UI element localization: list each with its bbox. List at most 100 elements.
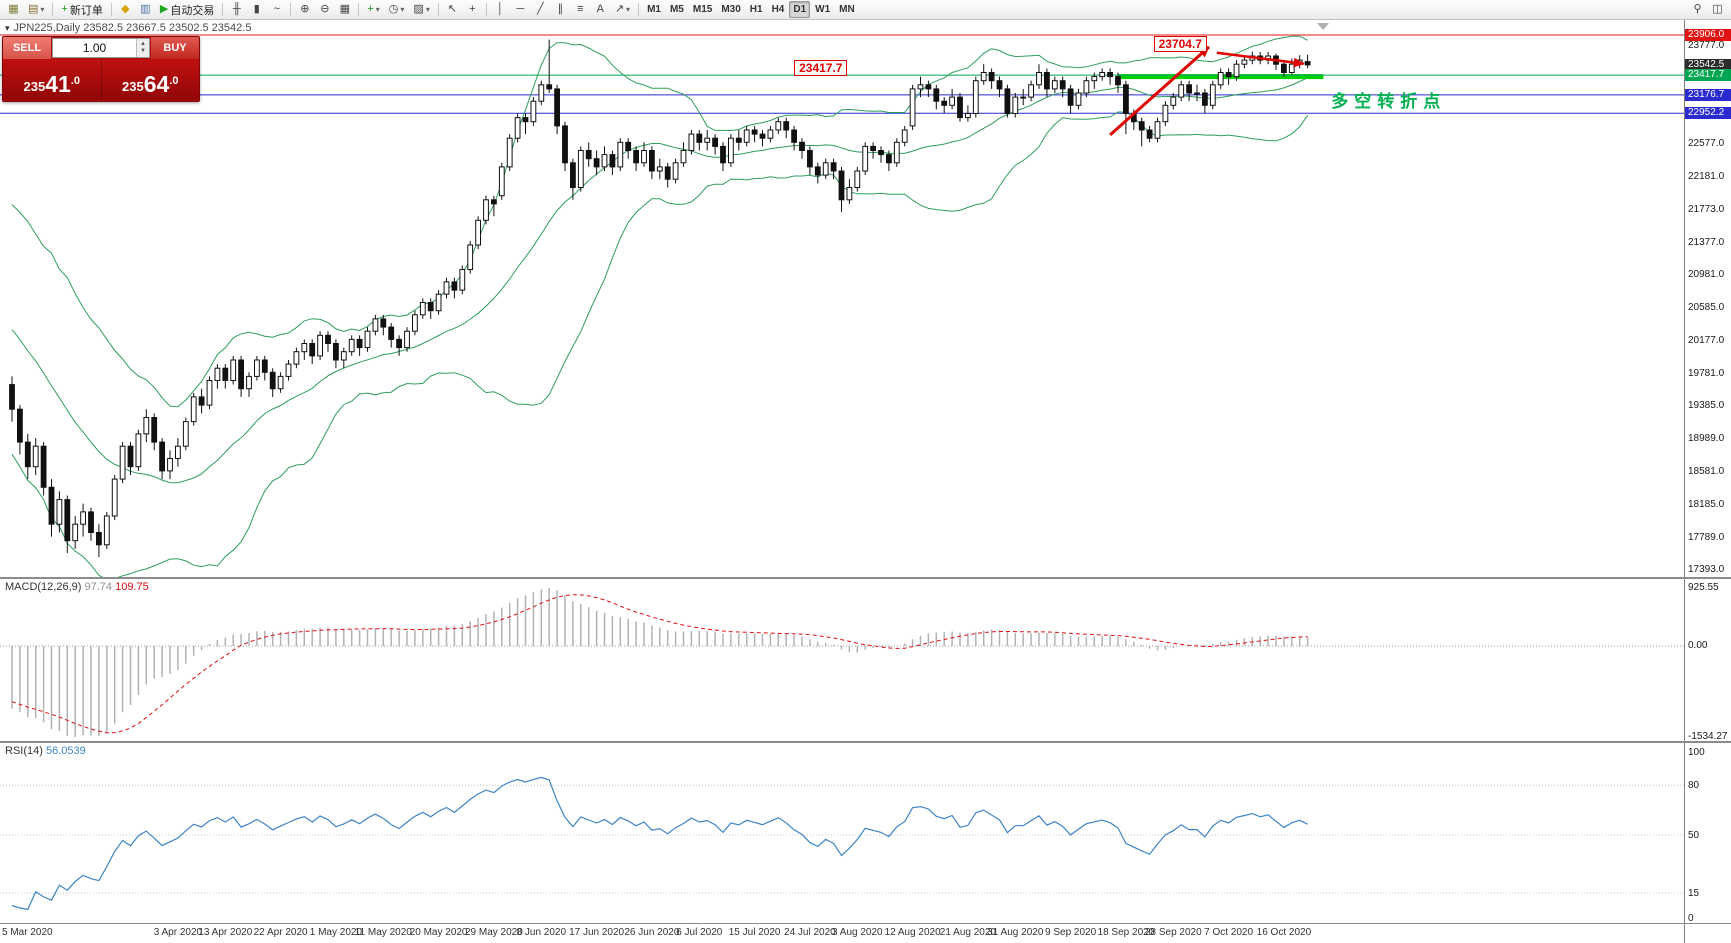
templates-button[interactable]: ▨ ▾ xyxy=(409,1,433,18)
trendline-icon: ╱ xyxy=(537,3,544,15)
price-label-23704[interactable]: 23704.7 xyxy=(1153,36,1207,53)
new-order-icon: + xyxy=(61,3,68,15)
trendline-button[interactable]: ╱ xyxy=(531,1,550,18)
new-order-button[interactable]: + 新订单 xyxy=(57,1,106,18)
timeframe-m15-button[interactable]: M15 xyxy=(689,1,716,18)
timeframe-m30-button[interactable]: M30 xyxy=(717,1,744,18)
candles xyxy=(9,39,1311,558)
caret-down-icon: ▾ xyxy=(40,5,45,14)
new-chart-button[interactable]: ▦ xyxy=(4,1,23,18)
metaeditor-button[interactable]: ◆ xyxy=(116,1,135,18)
arrows-button[interactable]: ↗ ▾ xyxy=(611,1,634,18)
line-chart-button[interactable]: ~ xyxy=(267,1,286,18)
timeframe-h4-button[interactable]: H4 xyxy=(768,1,789,18)
lot-size-input[interactable] xyxy=(53,39,136,57)
periods-button[interactable]: ◷ ▾ xyxy=(385,1,409,18)
toolbar-separator xyxy=(290,3,292,16)
buy-price[interactable]: 235 64.0 xyxy=(100,59,200,100)
timeframe-m5-button[interactable]: M5 xyxy=(666,1,688,18)
macd-main-value: 97.74 xyxy=(84,581,113,593)
data-window-button[interactable]: ▥ xyxy=(136,1,155,18)
timeframe-h4-button-label: H4 xyxy=(771,4,785,15)
buy-button[interactable]: BUY xyxy=(151,37,199,59)
layout-icon: ◫ xyxy=(1712,3,1723,15)
price-label: 23176.7 xyxy=(1685,88,1731,101)
turning-point-note[interactable]: 多空转折点 xyxy=(1331,91,1447,111)
price-label: 22181.0 xyxy=(1688,170,1725,182)
profiles-button[interactable]: ▤ ▾ xyxy=(24,1,48,18)
date-label: 29 May 2020 xyxy=(464,927,523,938)
tile-windows-icon: ▦ xyxy=(339,3,351,15)
data-window-icon: ▥ xyxy=(140,3,151,15)
price-label: 21773.0 xyxy=(1688,204,1725,216)
channel-button[interactable]: ∥ xyxy=(551,1,570,18)
panel-divider[interactable] xyxy=(0,577,1731,579)
vertical-line-icon: │ xyxy=(496,3,504,15)
indicators-button[interactable]: + ▾ xyxy=(363,1,383,18)
chart-symbol-header: ▾ JPN225,Daily 23582.5 23667.5 23502.5 2… xyxy=(5,22,251,34)
panel-divider xyxy=(0,923,1731,924)
lot-decrease-button[interactable]: ▼ xyxy=(140,48,146,54)
chart-shift-marker[interactable] xyxy=(1317,23,1329,30)
cursor-button[interactable]: ↖ xyxy=(443,1,462,18)
zoom-out-button[interactable]: ⊖ xyxy=(315,1,334,18)
macd-indicator-canvas[interactable] xyxy=(0,579,1684,741)
price-scale[interactable]: 23777.0 22577.0 22181.0 21773.0 21377.0 20981… xyxy=(1684,20,1731,943)
date-label: 18 Sep 2020 xyxy=(1097,927,1155,938)
price-label: 23542.5 xyxy=(1685,58,1731,71)
price-chart-canvas[interactable] xyxy=(0,20,1684,577)
line-chart-icon: ~ xyxy=(273,3,281,15)
one-click-prices-row: 235 41.0 235 64.0 xyxy=(3,59,199,100)
price-label: 100 xyxy=(1688,747,1705,758)
layout-button[interactable]: ◫ xyxy=(1708,1,1727,18)
sell-button[interactable]: SELL xyxy=(3,37,51,59)
date-label: 11 May 2020 xyxy=(354,927,412,938)
timeframe-m1-button[interactable]: M1 xyxy=(643,1,665,18)
price-label-23417[interactable]: 23417.7 xyxy=(794,59,848,76)
candlestick-chart-button[interactable]: ▮ xyxy=(247,1,266,18)
zoom-in-icon: ⊕ xyxy=(300,3,310,15)
date-label: 31 Aug 2020 xyxy=(987,927,1044,938)
text-button[interactable]: A xyxy=(591,1,610,18)
autotrading-button[interactable]: ▶ 自动交易 xyxy=(156,1,218,18)
search-icon: ⚲ xyxy=(1693,3,1702,15)
tile-windows-button[interactable]: ▦ xyxy=(335,1,354,18)
caret-down-icon: ▾ xyxy=(375,5,380,14)
sell-price[interactable]: 235 41.0 xyxy=(23,71,80,97)
price-label: 15 xyxy=(1688,888,1700,900)
timeframe-h1-button-label: H1 xyxy=(749,4,763,15)
timeframe-m15-button-label: M15 xyxy=(692,4,713,15)
date-label: 6 Jul 2020 xyxy=(676,927,723,938)
price-label: 23906.0 xyxy=(1685,29,1731,41)
toolbar-left: ▦ ▤ ▾ + 新订单 ◆ ▥ ▶ 自动交易 ╫ ▮ ~ ⊕ ⊖ ▦ + ▾ ◷ ▾ ▨ ▾ ↖ + │ ─ ╱ ∥ ≡ A ↗ ▾ M1 M5… xyxy=(4,1,1688,18)
candlestick-chart-icon: ▮ xyxy=(253,3,260,15)
rsi-indicator-canvas[interactable] xyxy=(0,743,1684,923)
timeframe-mn-button[interactable]: MN xyxy=(835,1,859,18)
one-click-toggle-icon[interactable]: ▾ xyxy=(5,22,10,33)
time-scale[interactable]: 5 Mar 2020 3 Apr 2020 13 Apr 2020 22 Apr 20… xyxy=(0,924,1684,943)
date-label: 21 Aug 2020 xyxy=(939,927,996,938)
date-label: 24 Jul 2020 xyxy=(784,927,836,938)
panel-divider[interactable] xyxy=(0,741,1731,743)
bar-chart-button[interactable]: ╫ xyxy=(227,1,246,18)
zoom-in-button[interactable]: ⊕ xyxy=(295,1,314,18)
crosshair-button[interactable]: + xyxy=(463,1,482,18)
timeframe-w1-button[interactable]: W1 xyxy=(811,1,834,18)
trend-arrows[interactable] xyxy=(1109,45,1305,137)
rsi-line xyxy=(11,776,1308,911)
price-label: 19781.0 xyxy=(1688,367,1725,379)
timeframe-h1-button[interactable]: H1 xyxy=(746,1,767,18)
timeframe-d1-button[interactable]: D1 xyxy=(789,1,811,18)
price-label: 17393.0 xyxy=(1688,564,1725,575)
rsi-level-lines xyxy=(0,784,1684,894)
text-icon: A xyxy=(596,3,604,15)
search-button[interactable]: ⚲ xyxy=(1688,1,1707,18)
vertical-line-button[interactable]: │ xyxy=(491,1,510,18)
price-label: 18989.0 xyxy=(1688,432,1725,444)
lot-increase-button[interactable]: ▲ xyxy=(140,41,146,47)
horizontal-line-button[interactable]: ─ xyxy=(511,1,530,18)
toolbar-separator xyxy=(638,3,640,16)
toolbar-separator xyxy=(485,3,487,16)
fibonacci-button[interactable]: ≡ xyxy=(571,1,590,18)
fibonacci-icon: ≡ xyxy=(577,3,584,15)
